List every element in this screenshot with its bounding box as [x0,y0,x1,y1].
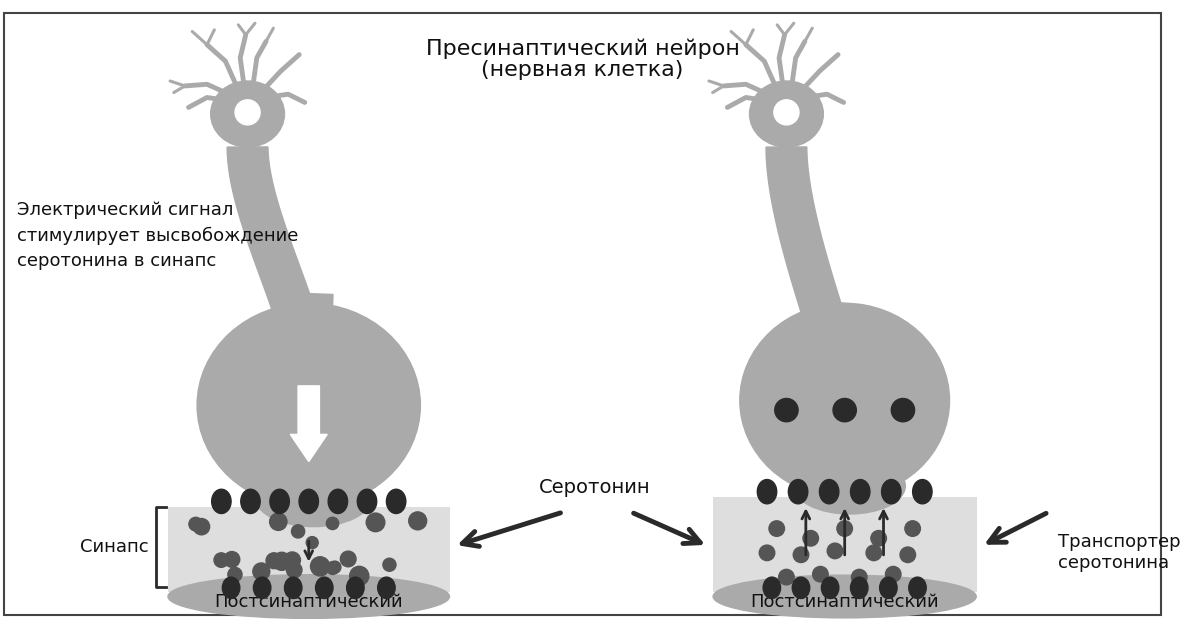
Circle shape [779,570,794,585]
Circle shape [409,512,427,530]
Circle shape [383,558,396,571]
Circle shape [311,557,330,576]
Circle shape [760,545,775,561]
Ellipse shape [316,577,334,598]
Polygon shape [806,301,868,378]
Text: Пресинаптический нейрон: Пресинаптический нейрон [426,38,739,59]
Text: Электрический сигнал
стимулирует высвобождение
серотонина в синапс: Электрический сигнал стимулирует высвобо… [18,201,299,269]
Ellipse shape [740,303,949,497]
Polygon shape [227,147,320,342]
Ellipse shape [757,480,776,504]
Ellipse shape [241,489,260,514]
Ellipse shape [908,577,926,598]
Circle shape [214,553,228,567]
Circle shape [306,536,318,549]
Circle shape [287,562,302,578]
Ellipse shape [763,577,781,598]
FancyArrow shape [290,386,328,462]
Ellipse shape [328,489,348,514]
Circle shape [284,552,300,568]
Ellipse shape [253,577,271,598]
Circle shape [292,525,305,538]
Ellipse shape [270,489,289,514]
Circle shape [866,545,882,561]
Circle shape [266,553,282,569]
Circle shape [812,566,828,582]
Ellipse shape [880,577,898,598]
Ellipse shape [197,303,420,507]
Text: Серотонин: Серотонин [539,479,650,497]
Ellipse shape [792,577,810,598]
Circle shape [769,521,785,536]
Circle shape [341,551,356,567]
FancyBboxPatch shape [4,13,1162,615]
Text: Постсинаптический: Постсинаптический [215,593,403,611]
Ellipse shape [347,577,364,598]
Ellipse shape [222,577,240,598]
FancyBboxPatch shape [713,497,977,592]
Circle shape [270,513,287,531]
Text: Синапс: Синапс [80,538,149,556]
Polygon shape [766,147,850,343]
Circle shape [188,517,203,531]
Circle shape [886,566,901,582]
Circle shape [892,399,914,422]
Circle shape [253,563,270,580]
Ellipse shape [386,489,406,514]
Text: Постсинаптический: Постсинаптический [750,593,938,611]
Circle shape [272,552,290,570]
Ellipse shape [713,575,977,618]
Circle shape [836,521,852,536]
Circle shape [193,519,210,535]
Circle shape [900,547,916,563]
Circle shape [326,561,340,575]
Ellipse shape [913,480,932,504]
Circle shape [774,100,799,125]
Circle shape [833,399,857,422]
Ellipse shape [750,81,823,147]
Circle shape [228,567,242,582]
Ellipse shape [851,577,868,598]
Circle shape [224,551,240,567]
Circle shape [827,543,842,559]
Ellipse shape [299,489,318,514]
Circle shape [803,531,818,546]
Text: Транспортер
серотонина: Транспортер серотонина [1058,533,1181,572]
Circle shape [366,513,385,532]
Circle shape [852,570,868,585]
Circle shape [871,531,887,546]
Ellipse shape [788,480,808,504]
Ellipse shape [821,577,839,598]
Text: (нервная клетка): (нервная клетка) [481,60,684,80]
Circle shape [349,566,368,585]
Circle shape [775,399,798,422]
Ellipse shape [211,489,232,514]
Ellipse shape [256,468,372,527]
Ellipse shape [378,577,395,598]
Circle shape [905,521,920,536]
Circle shape [329,561,341,573]
Ellipse shape [882,480,901,504]
Polygon shape [277,293,334,379]
Ellipse shape [851,480,870,504]
Circle shape [235,100,260,125]
FancyBboxPatch shape [168,507,450,592]
Ellipse shape [211,81,284,147]
Ellipse shape [793,458,905,514]
Circle shape [793,547,809,563]
Ellipse shape [168,575,450,619]
Circle shape [326,517,338,529]
Ellipse shape [284,577,302,598]
Ellipse shape [820,480,839,504]
Ellipse shape [358,489,377,514]
